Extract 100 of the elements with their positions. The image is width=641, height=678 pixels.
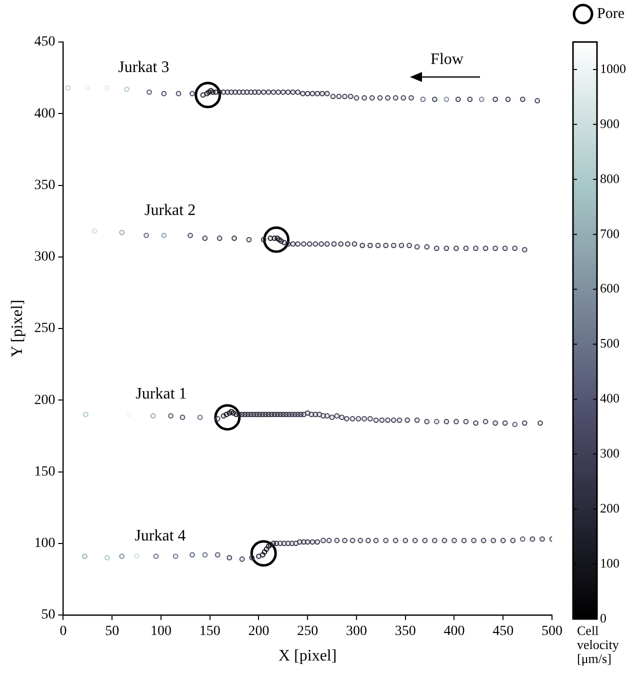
point xyxy=(522,247,528,252)
series-label: Jurkat 2 xyxy=(144,202,196,220)
x-tick-label: 200 xyxy=(248,624,270,640)
point xyxy=(383,242,389,248)
color-bar-label: 0 xyxy=(600,610,606,626)
point xyxy=(250,540,277,567)
y-axis-title: Y [pixel] xyxy=(8,300,26,358)
point xyxy=(202,236,208,241)
point xyxy=(263,226,290,253)
point xyxy=(290,241,296,247)
point xyxy=(373,538,379,544)
point xyxy=(161,232,167,238)
point xyxy=(432,538,438,544)
y-tick-label: 450 xyxy=(34,34,56,50)
point xyxy=(338,241,344,247)
x-tick-label: 500 xyxy=(542,624,562,640)
point xyxy=(188,232,193,238)
x-axis-title: X [pixel] xyxy=(278,648,337,665)
color-bar-label: 400 xyxy=(600,390,620,406)
point xyxy=(424,244,430,250)
point xyxy=(350,538,356,544)
point xyxy=(490,538,496,544)
point xyxy=(342,538,348,544)
point xyxy=(412,538,418,544)
y-tick-label: 50 xyxy=(41,608,56,623)
point xyxy=(502,246,508,251)
point xyxy=(463,246,469,251)
point xyxy=(471,538,476,544)
point xyxy=(334,538,340,544)
point xyxy=(326,538,332,544)
point xyxy=(510,538,516,544)
point xyxy=(202,552,208,558)
x-tick-label: 300 xyxy=(346,624,367,640)
color-bar-label: 200 xyxy=(600,500,620,516)
x-tick-label: 150 xyxy=(199,624,220,640)
point xyxy=(119,230,125,236)
color-bar-label: 100 xyxy=(600,555,620,570)
point xyxy=(453,246,459,251)
point xyxy=(314,539,320,545)
point xyxy=(214,404,241,431)
point xyxy=(480,538,486,544)
y-tick-label: 200 xyxy=(34,392,56,408)
point xyxy=(434,246,440,251)
point xyxy=(398,242,404,248)
point xyxy=(352,241,358,247)
point xyxy=(306,241,312,247)
point xyxy=(331,241,337,247)
point xyxy=(422,538,428,544)
point xyxy=(360,242,366,248)
color-bar-label: 1000 xyxy=(600,60,626,76)
point xyxy=(358,538,364,544)
point xyxy=(295,241,301,247)
color-bar-label: 700 xyxy=(600,226,620,241)
y-tick-label: 400 xyxy=(34,106,56,122)
point xyxy=(144,232,149,238)
point xyxy=(304,539,310,545)
point xyxy=(214,552,220,558)
x-tick-label: 100 xyxy=(150,624,172,640)
point xyxy=(172,554,178,559)
point xyxy=(482,246,488,251)
point xyxy=(452,538,457,544)
point xyxy=(82,554,88,559)
color-bar-label: 800 xyxy=(600,170,620,186)
point xyxy=(344,241,350,247)
point xyxy=(256,554,262,559)
x-tick-label: 450 xyxy=(492,624,514,640)
color-bar-label: 500 xyxy=(600,336,620,351)
point xyxy=(216,236,222,241)
point xyxy=(500,538,506,544)
point xyxy=(390,242,396,248)
y-tick-label: 250 xyxy=(34,321,56,336)
point xyxy=(92,228,98,234)
x-tick-label: 350 xyxy=(394,624,416,640)
point xyxy=(104,555,110,560)
series-label: Jurkat 3 xyxy=(118,58,170,76)
point xyxy=(260,236,266,242)
point xyxy=(318,241,324,247)
y-tick-label: 100 xyxy=(34,536,56,552)
point xyxy=(461,538,467,544)
color-bar-label: 300 xyxy=(600,446,620,461)
point xyxy=(414,244,420,250)
point xyxy=(444,246,450,251)
point xyxy=(324,241,330,247)
point xyxy=(194,82,222,108)
point xyxy=(249,555,255,560)
point xyxy=(239,556,245,562)
series-label: Jurkat 4 xyxy=(134,527,186,544)
point xyxy=(530,536,536,542)
annotation: Flow xyxy=(430,51,464,68)
point xyxy=(320,538,326,544)
point xyxy=(383,538,389,544)
point xyxy=(473,246,478,251)
x-tick-label: 400 xyxy=(444,624,465,640)
point xyxy=(375,242,381,248)
point xyxy=(153,554,159,559)
color-bar-label: 600 xyxy=(600,280,620,296)
x-tick-label: 50 xyxy=(105,624,120,640)
point xyxy=(512,246,518,251)
point xyxy=(134,554,140,559)
point xyxy=(367,242,373,248)
